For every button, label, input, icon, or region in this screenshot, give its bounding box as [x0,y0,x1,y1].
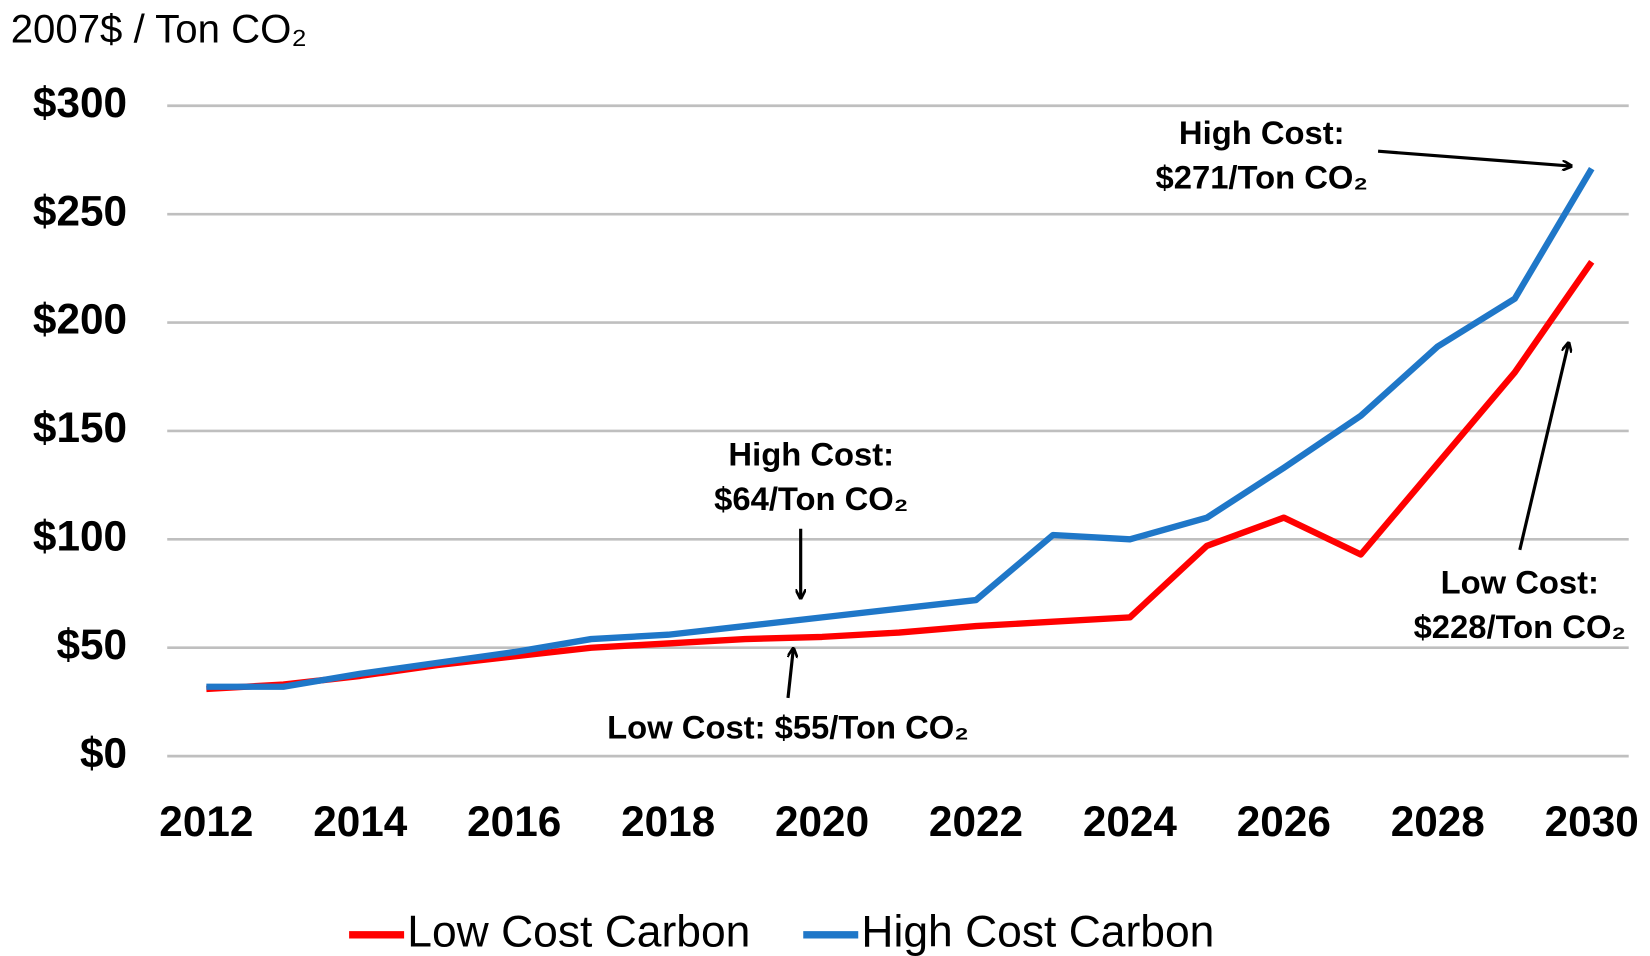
series-line [206,167,1595,690]
annotation-arrow [1518,344,1569,551]
x-tick-label: 2022 [929,798,1023,845]
y-tick-label: $150 [33,404,127,451]
series-line [206,260,1595,693]
annotation-text: Low Cost: [1441,563,1599,600]
annotation-arrow [1377,149,1570,166]
x-tick-label: 2028 [1391,798,1485,845]
y-tick-label: $300 [33,79,127,126]
legend-label: Low Cost Carbon [407,908,750,956]
y-tick-label: $100 [33,513,127,560]
y-tick-label: $0 [80,729,127,776]
x-tick-label: 2016 [467,798,561,845]
annotation-text: Low Cost: $55/Ton CO₂ [607,708,969,745]
x-tick-label: 2018 [621,798,715,845]
annotation-text: $228/Ton CO₂ [1414,608,1626,645]
y-tick-label: $250 [33,187,127,234]
x-tick-label: 2030 [1545,798,1639,845]
annotation-arrow [786,649,793,699]
y-tick-label: $200 [33,296,127,343]
annotation-text: High Cost: [1179,114,1345,151]
annotation-text: $64/Ton CO₂ [714,480,908,517]
y-tick-label: $50 [56,621,127,668]
x-tick-label: 2026 [1237,798,1331,845]
annotation-text: $271/Ton CO₂ [1156,158,1368,195]
x-tick-label: 2014 [313,798,408,845]
legend-label: High Cost Carbon [861,908,1214,956]
annotation-text: High Cost: [728,436,894,473]
x-tick-label: 2012 [159,798,253,845]
x-tick-label: 2024 [1083,798,1178,845]
x-tick-label: 2020 [775,798,869,845]
y-axis-label: 2007$ / Ton CO₂ [11,6,307,51]
